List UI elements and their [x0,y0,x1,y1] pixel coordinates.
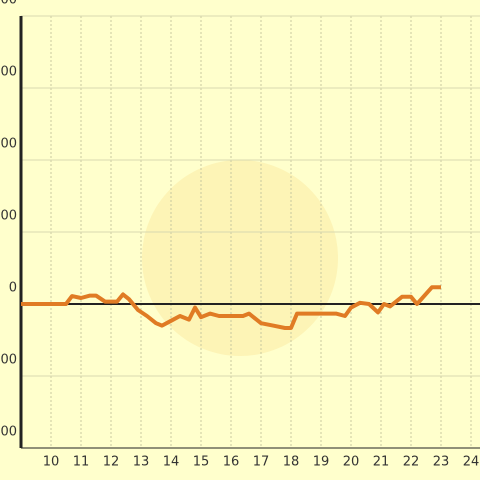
y-tick-label: -3,000 [0,353,17,368]
x-tick-label: 23 [433,455,450,470]
y-tick-label: 0 [9,281,17,296]
x-tick-label: 14 [163,455,180,470]
y-tick-label: 9,000 [0,65,17,80]
x-tick-label: 10 [43,455,60,470]
x-tick-label: 11 [73,455,90,470]
y-tick-label: 12,000 [0,0,17,8]
x-tick-label: 22 [403,455,420,470]
watermark [142,160,338,356]
x-tick-label: 16 [223,455,240,470]
x-tick-label: 17 [253,455,270,470]
x-tick-label: 15 [193,455,210,470]
x-tick-label: 13 [133,455,150,470]
y-tick-label: 3,000 [0,209,17,224]
y-tick-label: -6,000 [0,425,17,440]
y-tick-label: 6,000 [0,137,17,152]
x-tick-label: 24 [463,455,480,470]
x-tick-label: 19 [313,455,330,470]
data-line [21,285,441,330]
x-tick-label: 20 [343,455,360,470]
x-tick-label: 21 [373,455,390,470]
x-tick-label: 12 [103,455,120,470]
x-tick-label: 18 [283,455,300,470]
